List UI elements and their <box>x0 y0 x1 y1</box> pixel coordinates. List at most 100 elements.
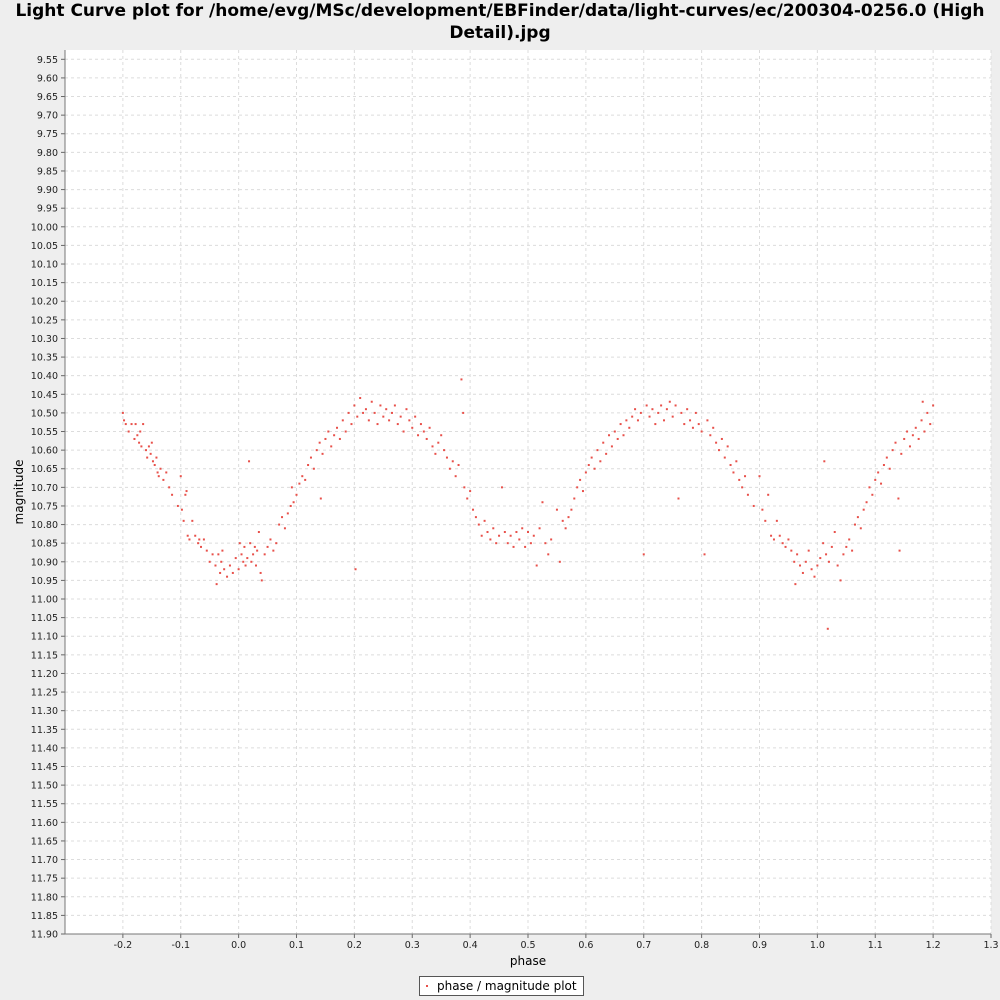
data-point <box>408 419 411 422</box>
data-point <box>188 538 191 541</box>
data-point <box>434 452 437 455</box>
data-point <box>538 527 541 530</box>
data-point <box>184 493 187 496</box>
x-tick-label: -0.2 <box>114 940 133 951</box>
data-point <box>709 434 712 437</box>
data-point <box>567 516 570 519</box>
y-tick-label: 9.85 <box>37 166 58 177</box>
data-point <box>382 415 385 418</box>
data-point <box>327 430 330 433</box>
y-tick-label: 10.05 <box>31 241 58 252</box>
data-point <box>914 426 917 429</box>
data-point <box>544 542 547 545</box>
y-tick-label: 10.35 <box>31 353 58 364</box>
data-point <box>205 549 208 552</box>
legend-label: phase / magnitude plot <box>437 979 577 993</box>
data-point <box>772 538 775 541</box>
y-tick-label: 11.35 <box>31 725 58 736</box>
data-point <box>153 464 156 467</box>
data-point <box>906 430 909 433</box>
data-point <box>266 545 269 548</box>
data-point <box>558 560 561 563</box>
x-tick-label: 0.8 <box>694 940 709 951</box>
data-point <box>254 564 257 567</box>
data-point <box>851 549 854 552</box>
data-point <box>564 527 567 530</box>
data-point <box>639 411 642 414</box>
data-point <box>819 557 822 560</box>
data-point <box>330 445 333 448</box>
data-point <box>885 456 888 459</box>
data-point <box>242 560 245 563</box>
data-point <box>694 411 697 414</box>
data-point <box>214 564 217 567</box>
data-point <box>674 404 677 407</box>
data-point <box>186 534 189 537</box>
data-point <box>393 404 396 407</box>
data-point <box>198 538 201 541</box>
data-point <box>388 419 391 422</box>
data-point <box>208 560 211 563</box>
data-point <box>396 423 399 426</box>
data-point <box>318 441 321 444</box>
data-point <box>445 456 448 459</box>
y-tick-label: 9.95 <box>37 204 58 215</box>
data-point <box>171 493 174 496</box>
data-point <box>608 434 611 437</box>
data-point <box>379 404 382 407</box>
data-point <box>347 411 350 414</box>
data-point <box>498 534 501 537</box>
data-point <box>440 434 443 437</box>
data-point <box>191 519 194 522</box>
data-point <box>807 549 810 552</box>
data-point <box>179 475 182 478</box>
y-tick-label: 10.90 <box>31 557 58 568</box>
data-point <box>799 564 802 567</box>
data-point <box>356 415 359 418</box>
data-point <box>836 564 839 567</box>
data-point <box>139 430 142 433</box>
data-point <box>419 423 422 426</box>
data-point <box>579 478 582 481</box>
data-point <box>321 452 324 455</box>
data-point <box>298 482 301 485</box>
data-point <box>853 523 856 526</box>
data-point <box>127 430 130 433</box>
data-point <box>810 568 813 571</box>
data-point <box>492 527 495 530</box>
data-point <box>898 549 901 552</box>
data-point <box>176 504 179 507</box>
data-point <box>897 497 900 500</box>
x-axis-label: phase <box>510 954 546 968</box>
data-point <box>593 467 596 470</box>
data-point <box>842 553 845 556</box>
y-tick-label: 10.10 <box>31 260 58 271</box>
data-point <box>275 542 278 545</box>
data-point <box>269 538 272 541</box>
data-point <box>146 456 149 459</box>
data-point <box>197 542 200 545</box>
data-point <box>515 531 518 534</box>
data-point <box>486 531 489 534</box>
data-point <box>385 408 388 411</box>
data-point <box>477 523 480 526</box>
data-point <box>240 553 243 556</box>
data-point <box>527 531 529 534</box>
data-point <box>364 408 367 411</box>
y-tick-label: 11.00 <box>31 595 58 606</box>
data-point <box>686 408 689 411</box>
data-point <box>215 583 218 586</box>
data-point <box>437 441 440 444</box>
data-point <box>541 501 544 504</box>
y-tick-label: 10.85 <box>31 539 58 550</box>
data-point <box>431 445 434 448</box>
data-point <box>880 482 883 485</box>
data-point <box>830 545 833 548</box>
data-point <box>645 404 648 407</box>
y-tick-label: 10.95 <box>31 576 58 587</box>
data-point <box>136 434 139 437</box>
data-point <box>590 456 593 459</box>
x-tick-label: 0.4 <box>463 940 478 951</box>
data-point <box>697 423 700 426</box>
data-point <box>211 553 214 556</box>
